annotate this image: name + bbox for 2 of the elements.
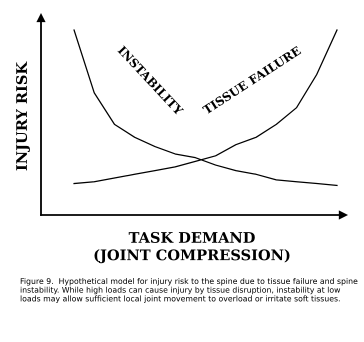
y-axis-title: INJURY RISK [16,62,30,170]
x-axis-title: TASK DEMAND (JOINT COMPRESSION) [94,232,290,264]
